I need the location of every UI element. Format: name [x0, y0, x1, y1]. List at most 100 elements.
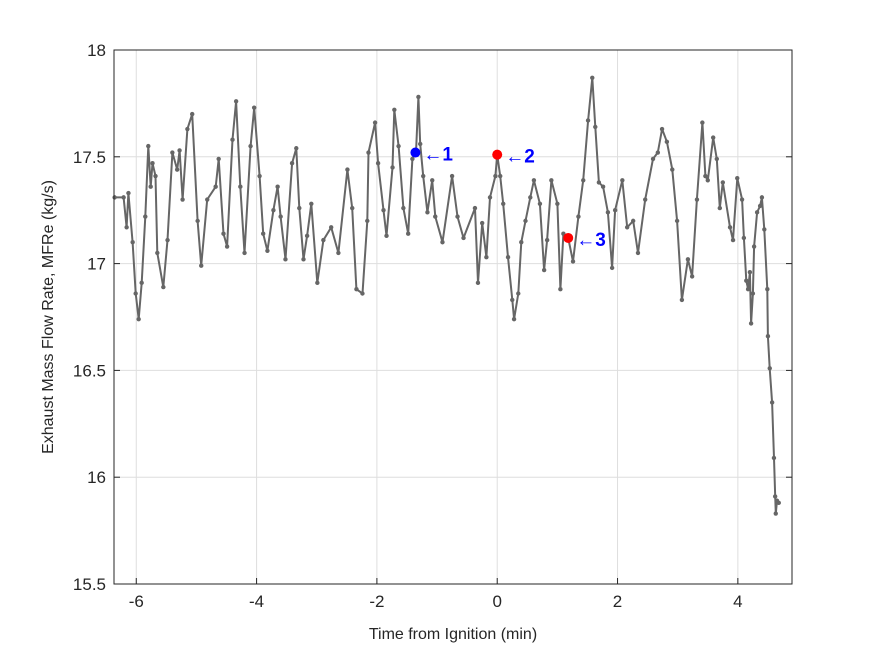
data-point: [541, 267, 547, 273]
data-point: [345, 167, 350, 172]
data-point: [309, 201, 314, 206]
data-point: [493, 173, 498, 179]
data-point: [148, 184, 153, 189]
x-tick-label: -6: [129, 592, 144, 611]
marker-label-2: ←2: [505, 147, 535, 168]
axes-box: [113, 49, 793, 585]
data-point: [484, 254, 489, 260]
x-tick-label: 2: [613, 592, 622, 611]
marker-point-2: [492, 149, 503, 160]
data-point: [730, 237, 736, 243]
ticks: -6 -4 -2 0 2 4 15.5 16 16.5 17 17.5 18: [73, 41, 792, 611]
data-point: [605, 210, 611, 215]
data-point: [745, 287, 751, 292]
x-tick-label: -2: [369, 592, 384, 611]
data-point: [230, 137, 235, 142]
data-point: [150, 161, 155, 166]
data-point: [251, 105, 257, 110]
data-point: [576, 214, 581, 219]
data-point: [126, 190, 131, 196]
y-tick-label: 17.5: [73, 148, 106, 167]
data-point: [714, 156, 720, 162]
data-point: [537, 201, 543, 206]
data-point: [772, 494, 778, 499]
y-tick-label: 17: [87, 255, 106, 274]
data-point: [620, 178, 625, 183]
data-point: [765, 287, 770, 292]
data-point: [670, 167, 675, 172]
data-point: [776, 500, 781, 506]
data-point: [531, 178, 537, 183]
data-point: [195, 218, 200, 224]
markers: ←1 ←2 ←3: [410, 145, 606, 251]
data-point: [121, 195, 126, 200]
data-point: [233, 99, 239, 104]
data-point: [624, 225, 630, 230]
data-point: [650, 156, 656, 162]
data-point: [384, 233, 389, 239]
data-point: [747, 269, 753, 275]
data-point: [418, 141, 423, 147]
data-point: [773, 511, 778, 516]
data-point: [659, 126, 665, 132]
data-point: [366, 150, 371, 155]
data-point: [155, 250, 160, 256]
data-point: [278, 214, 283, 219]
data-point: [757, 203, 763, 209]
data-point: [630, 218, 636, 224]
data-point: [751, 244, 757, 249]
data-point: [744, 278, 749, 283]
x-tick-label: 4: [733, 592, 742, 611]
y-tick-label: 16: [87, 468, 106, 487]
data-point: [350, 205, 355, 211]
y-tick-label: 18: [87, 41, 106, 60]
data-point: [720, 180, 726, 185]
marker-label-3: ←3: [576, 230, 606, 251]
data-point: [392, 107, 397, 113]
data-point: [487, 195, 493, 200]
data-point: [558, 287, 563, 292]
data-point: [304, 233, 310, 239]
data-point: [664, 139, 670, 145]
data-point: [581, 178, 586, 183]
data-point: [455, 214, 460, 219]
data-point: [224, 244, 230, 249]
y-tick-label: 16.5: [73, 361, 106, 380]
data-point: [590, 75, 595, 80]
data-point: [265, 248, 270, 253]
data-point: [703, 173, 708, 179]
data-point: [449, 173, 455, 179]
data-point: [328, 225, 334, 230]
data-point: [511, 316, 517, 322]
data-point: [519, 240, 524, 245]
data-point: [549, 178, 554, 183]
data-point: [410, 156, 415, 162]
data-point: [321, 237, 326, 243]
data-point: [275, 184, 280, 189]
data-point: [710, 135, 716, 140]
data-point: [301, 257, 306, 262]
data-point: [475, 280, 481, 286]
data-point: [717, 205, 723, 211]
data-point: [585, 118, 591, 123]
data-point: [765, 334, 771, 339]
x-tick-label: -4: [249, 592, 264, 611]
data-point: [130, 240, 135, 245]
data-point: [741, 235, 747, 241]
data-point: [354, 287, 359, 292]
x-tick-label: 0: [492, 592, 501, 611]
data-point: [257, 173, 262, 179]
data-point: [685, 257, 691, 262]
data-point: [170, 150, 175, 155]
data-point: [544, 237, 550, 243]
data-point: [213, 184, 218, 189]
data-point: [643, 197, 648, 202]
data-point: [238, 184, 243, 189]
data-point: [205, 197, 210, 202]
data-point: [216, 156, 221, 162]
data-point: [674, 218, 680, 224]
data-point: [421, 173, 426, 179]
data-point: [177, 148, 182, 153]
data-point: [759, 195, 765, 200]
